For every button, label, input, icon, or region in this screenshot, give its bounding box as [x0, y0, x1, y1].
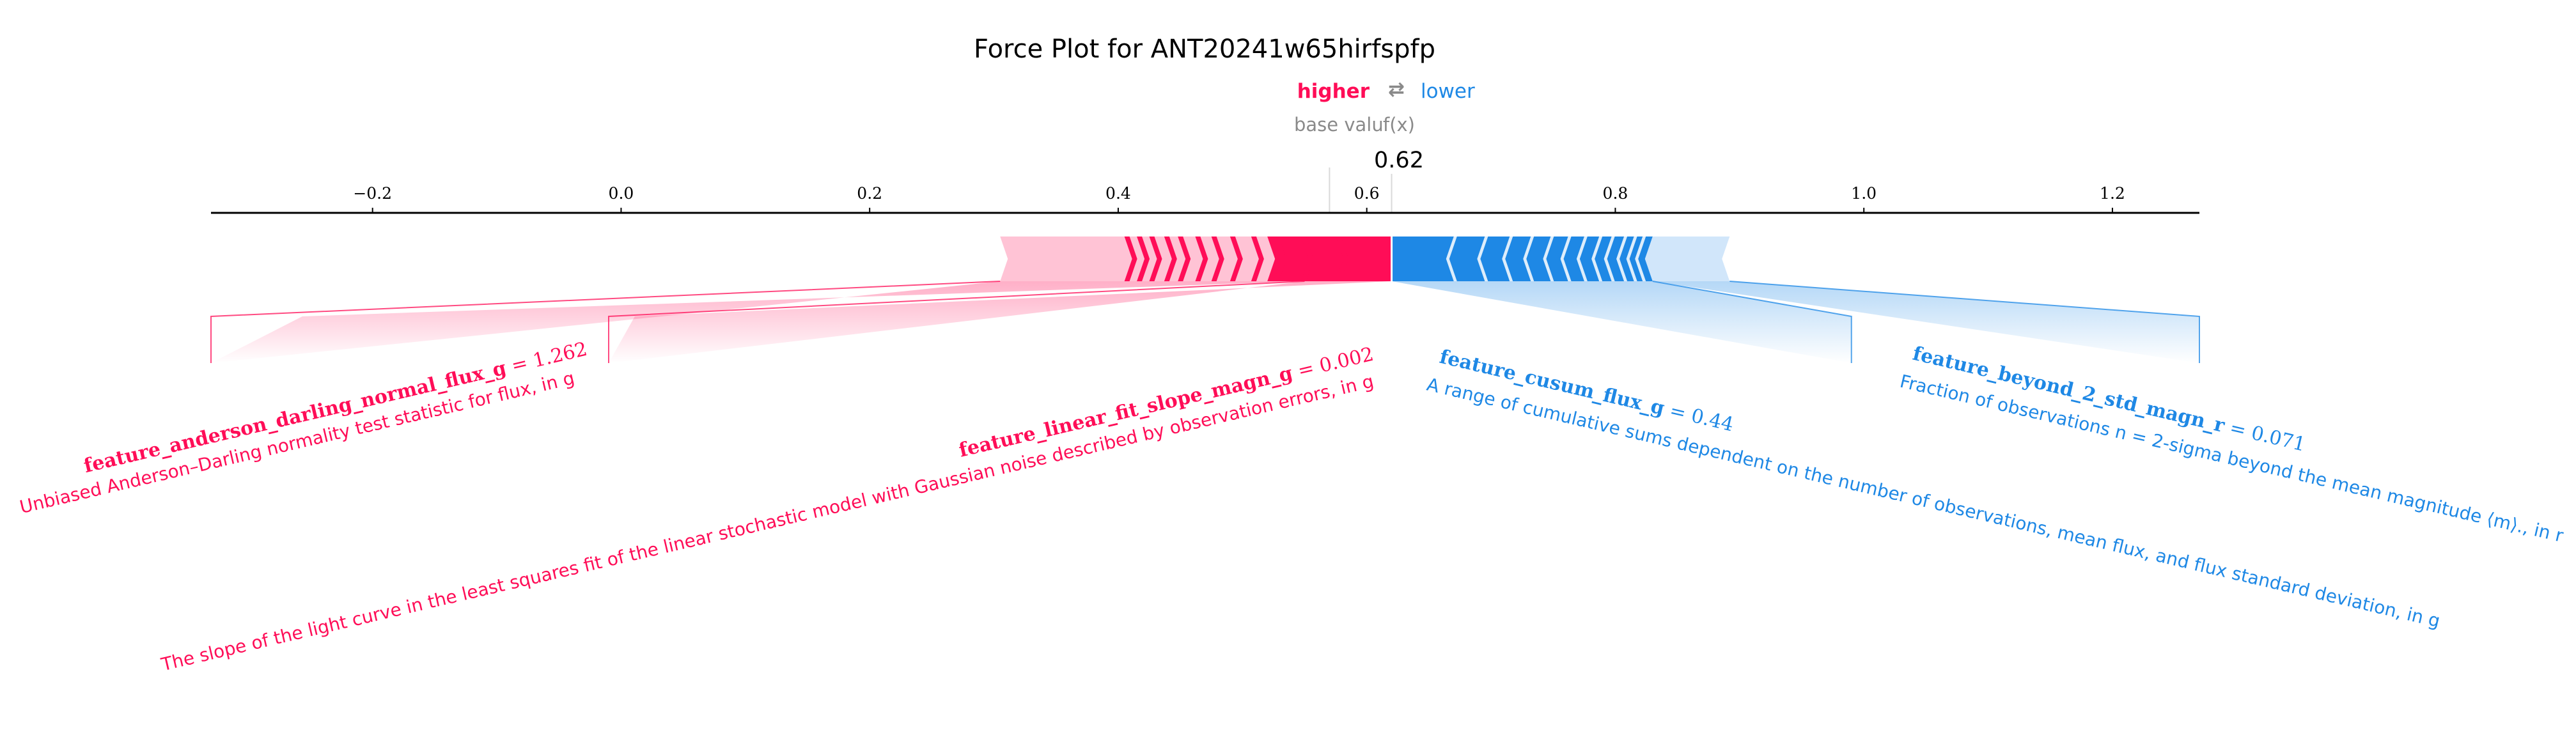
feature-fan-0 — [211, 281, 1305, 363]
positive-chevron-11 — [1336, 237, 1349, 281]
positive-chevron-1 — [1137, 237, 1150, 281]
x-tick-label-2: 0.2 — [857, 184, 882, 203]
positive-chevron-4 — [1178, 237, 1191, 281]
x-tick-label-6: 1.0 — [1851, 184, 1877, 203]
feature-connector-1 — [608, 281, 1305, 363]
chart-title: Force Plot for ANT20241w65hirfspfp — [974, 35, 1435, 64]
feature-connector-2 — [1652, 281, 1852, 363]
x-tick-label-5: 0.8 — [1603, 184, 1628, 203]
negative-chevron-11 — [1635, 237, 1646, 281]
positive-chevron-3 — [1164, 237, 1177, 281]
feature-connector-3 — [1729, 281, 2200, 363]
negative-chevron-10 — [1626, 237, 1637, 281]
feature-fan-3 — [1652, 281, 2199, 363]
positive-chevron-5 — [1195, 237, 1208, 281]
x-tick-label-3: 0.4 — [1105, 184, 1131, 203]
feature-label-0: feature_anderson_darling_normal_flux_g =… — [82, 338, 589, 477]
negative-chevron-0 — [1446, 237, 1457, 281]
negative-chevron-6 — [1576, 237, 1588, 281]
negative-chevron-4 — [1543, 237, 1554, 281]
positive-chevron-6 — [1211, 237, 1224, 281]
positive-chevron-8 — [1251, 237, 1264, 281]
negative-chevron-3 — [1523, 237, 1534, 281]
positive-chevron-7 — [1229, 237, 1243, 281]
base-value-text: base valu — [1294, 114, 1384, 136]
negative-chevron-1 — [1477, 237, 1488, 281]
legend-higher: higher — [1297, 80, 1370, 103]
feature-fan-1 — [609, 281, 1392, 363]
negative-chevron-2 — [1502, 237, 1513, 281]
negative-chevron-5 — [1560, 237, 1572, 281]
feature-fan-2 — [1391, 281, 1852, 363]
negative-chevron-9 — [1616, 237, 1628, 281]
negative-chevron-8 — [1604, 237, 1615, 281]
feature-value-0: = 1.262 — [503, 338, 589, 379]
x-tick-label-7: 1.2 — [2100, 184, 2125, 203]
x-tick-label-4: 0.6 — [1354, 184, 1380, 203]
plot-area: −0.2 0.0 0.2 0.4 0.6 0.8 1.0 1.2 feature_anderso… — [18, 167, 2566, 676]
positive-chevron-10 — [1300, 237, 1314, 281]
base-value-label: base valu f(x) — [1294, 114, 1415, 136]
positive-chevron-2 — [1149, 237, 1162, 281]
positive-chevron-9 — [1273, 237, 1286, 281]
feature-description-0: Unbiased Anderson–Darling normality test… — [18, 368, 577, 518]
legend: higher ⇄ lower — [1297, 78, 1475, 103]
legend-arrow-icon: ⇄ — [1388, 78, 1405, 101]
legend-lower: lower — [1421, 80, 1475, 103]
feature-description-2: A range of cumulative sums dependent on … — [1425, 374, 2442, 632]
fx-label: f(x) — [1383, 114, 1415, 136]
negative-chevron-7 — [1591, 237, 1603, 281]
positive-chevron-0 — [1124, 237, 1137, 281]
x-tick-label-0: −0.2 — [353, 184, 392, 203]
x-tick-label-1: 0.0 — [609, 184, 634, 203]
output-value-label: 0.62 — [1374, 148, 1424, 173]
feature-connector-0 — [210, 281, 1001, 363]
positive-bar-strong — [1267, 237, 1392, 281]
negative-bar-strong — [1391, 237, 1653, 281]
